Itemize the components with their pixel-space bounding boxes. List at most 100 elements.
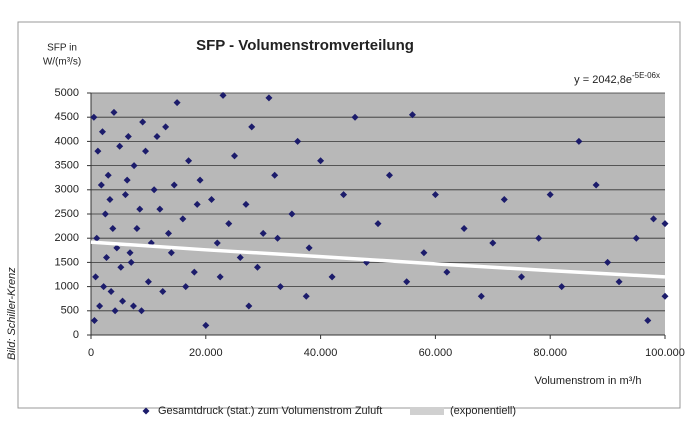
point (575, 137, 583, 145)
y-axis-label: SFP in (47, 43, 77, 54)
y-tick-label: 5000 (55, 87, 79, 99)
x-axis-label: Volumenstrom in m³/h (535, 375, 642, 387)
point (193, 200, 201, 208)
point (340, 191, 348, 199)
point (592, 181, 600, 189)
point (305, 244, 313, 252)
point (144, 278, 152, 286)
y-tick-label: 4000 (55, 135, 79, 147)
point (644, 316, 652, 324)
point (231, 152, 238, 160)
legend-marker (410, 407, 444, 415)
point (317, 157, 325, 165)
credit: Bild: Schiller-Krenz (6, 267, 18, 360)
point (420, 249, 428, 257)
point (100, 283, 108, 291)
point (265, 94, 273, 102)
point (124, 133, 132, 141)
point (162, 123, 170, 131)
point (190, 268, 198, 276)
point (245, 302, 253, 310)
point (170, 181, 178, 189)
point (500, 195, 508, 203)
point (489, 239, 497, 247)
point (518, 273, 525, 281)
point (259, 229, 267, 237)
point (93, 234, 101, 242)
point (127, 258, 135, 266)
point (632, 234, 640, 242)
point (104, 171, 112, 179)
point (121, 191, 129, 199)
point (156, 205, 164, 213)
x-tick-label: 80.000 (533, 347, 567, 359)
point (650, 215, 658, 223)
point (96, 302, 104, 310)
y-tick-label: 1500 (55, 256, 79, 268)
point (216, 273, 224, 281)
point (97, 181, 105, 189)
point (133, 225, 141, 233)
point (179, 215, 187, 223)
point (248, 123, 256, 131)
trend-line (90, 240, 666, 279)
point (604, 258, 612, 266)
point (117, 263, 125, 271)
point (109, 225, 117, 233)
y-tick-label: 3500 (55, 160, 79, 172)
point (167, 249, 175, 257)
point (136, 205, 144, 213)
point (535, 234, 543, 242)
point (123, 176, 131, 184)
point (558, 283, 566, 291)
point (164, 229, 172, 237)
point (126, 249, 134, 257)
point (90, 316, 98, 324)
point (661, 292, 669, 300)
x-tick-label: 40.000 (304, 347, 338, 359)
point (98, 128, 106, 136)
point (253, 263, 261, 271)
point (288, 210, 296, 218)
point (219, 91, 227, 99)
point (106, 195, 114, 203)
point (116, 142, 124, 150)
equation: y = 2042,8e-5E-06x (574, 71, 660, 86)
point (173, 99, 181, 107)
point (374, 220, 382, 228)
point (185, 157, 193, 165)
y-tick-label: 4500 (55, 111, 79, 123)
point (202, 321, 210, 329)
point (546, 191, 554, 199)
point (661, 220, 669, 228)
point (94, 147, 102, 155)
point (102, 254, 110, 262)
y-axis-label: W/(m³/s) (43, 57, 81, 68)
y-tick-label: 0 (73, 329, 79, 341)
point (196, 176, 204, 184)
y-tick-label: 2500 (55, 208, 79, 220)
point (351, 113, 359, 121)
point (119, 297, 127, 305)
x-tick-label: 100.000 (645, 347, 685, 359)
point (274, 234, 282, 242)
point (443, 268, 451, 276)
point (138, 307, 146, 315)
point (107, 287, 115, 295)
point (294, 137, 302, 145)
point (90, 113, 98, 121)
point (431, 191, 439, 199)
x-tick-label: 20.000 (189, 347, 223, 359)
point (101, 210, 109, 218)
point (225, 220, 233, 228)
point (111, 307, 119, 315)
y-tick-label: 3000 (55, 184, 79, 196)
point (150, 186, 158, 194)
point (153, 133, 161, 141)
legend-marker (142, 407, 150, 415)
point (460, 225, 468, 233)
point (408, 111, 416, 119)
legend-label: Gesamtdruck (stat.) zum Volumenstrom Zul… (158, 405, 382, 417)
x-tick-label: 60.000 (419, 347, 453, 359)
